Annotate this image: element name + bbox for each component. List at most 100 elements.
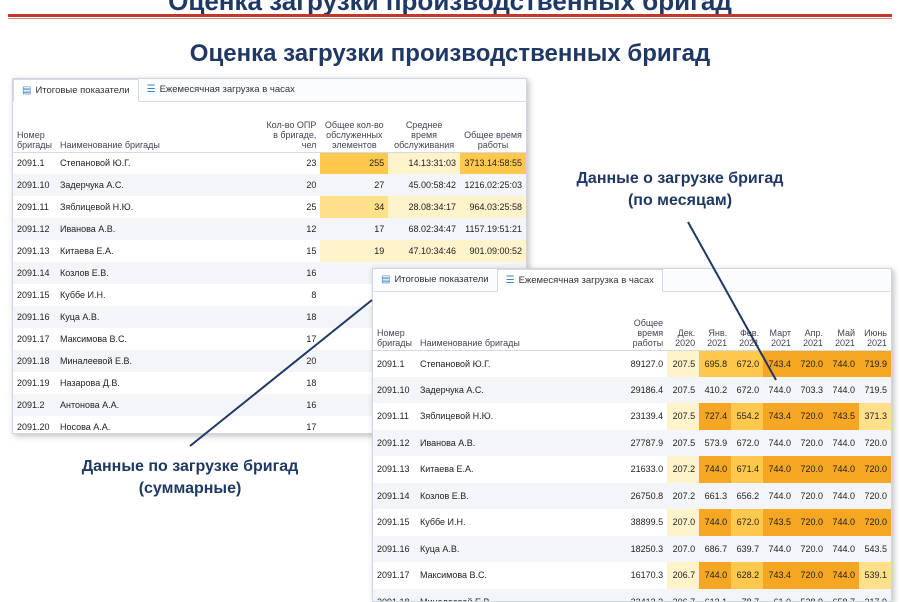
cell-name: Зяблицевой Н.Ю. bbox=[416, 403, 621, 430]
col-header-month[interactable]: Май 2021 bbox=[827, 292, 859, 350]
list-icon: ☰ bbox=[147, 84, 156, 95]
cell-month: 744.0 bbox=[763, 456, 795, 483]
cell-month: 206.7 bbox=[667, 562, 699, 589]
cell-month: 743.4 bbox=[763, 562, 795, 589]
cell-month: 744.0 bbox=[763, 483, 795, 510]
cell-id: 2091.1 bbox=[13, 152, 56, 174]
col-header-month[interactable]: Дек. 2020 bbox=[667, 292, 699, 350]
cell-id: 2091.15 bbox=[13, 284, 56, 306]
monthly-tabs: ▤ Итоговые показатели ☰ Ежемесячная загр… bbox=[373, 269, 891, 292]
col-header-name[interactable]: Наименование бригады bbox=[56, 102, 257, 152]
cell-month: 672.0 bbox=[731, 350, 763, 377]
tab-summary[interactable]: ▤ Итоговые показатели bbox=[373, 269, 497, 291]
cell-month: 720.0 bbox=[795, 483, 827, 510]
cell-name: Степановой Ю.Г. bbox=[416, 350, 621, 377]
list-icon: ☰ bbox=[506, 275, 515, 286]
cell-month: 720.0 bbox=[795, 403, 827, 430]
cell-id: 2091.2 bbox=[13, 394, 56, 416]
cell-avg: 47.10:34:46 bbox=[388, 240, 460, 262]
col-header-month[interactable]: Март 2021 bbox=[763, 292, 795, 350]
col-header-count[interactable]: Кол-во ОПР в бригаде, чел bbox=[257, 102, 320, 152]
cell-elems: 17 bbox=[320, 218, 388, 240]
cell-id: 2091.15 bbox=[373, 509, 416, 536]
cell-count: 25 bbox=[257, 196, 320, 218]
cell-month: 207.5 bbox=[667, 430, 699, 457]
cell-avg: 28.08:34:17 bbox=[388, 196, 460, 218]
col-header-total[interactable]: Общее время работы bbox=[621, 292, 667, 350]
cell-month: 410.2 bbox=[699, 377, 731, 404]
cell-month: 207.2 bbox=[667, 456, 699, 483]
cell-month: 744.0 bbox=[699, 456, 731, 483]
header-rule bbox=[8, 14, 892, 17]
cell-month: 672.0 bbox=[731, 509, 763, 536]
cell-count: 17 bbox=[257, 416, 320, 434]
cell-id: 2091.17 bbox=[13, 328, 56, 350]
cell-id: 2091.1 bbox=[373, 350, 416, 377]
col-header-month[interactable]: Апр. 2021 bbox=[795, 292, 827, 350]
cell-count: 23 bbox=[257, 152, 320, 174]
cell-month: 744.0 bbox=[827, 430, 859, 457]
cell-month: 543.5 bbox=[859, 536, 891, 563]
tab-label: Ежемесячная загрузка в часах bbox=[519, 275, 654, 286]
col-header-total[interactable]: Общее время работы bbox=[460, 102, 526, 152]
callout-summary-line1: Данные по загрузке бригад bbox=[40, 456, 340, 478]
cell-month: 207.5 bbox=[667, 377, 699, 404]
cell-month: 207.5 bbox=[667, 350, 699, 377]
col-header-elems[interactable]: Общее кол-во обслуженных элементов bbox=[320, 102, 388, 152]
cell-total: 18250.3 bbox=[621, 536, 667, 563]
header-rule-thin bbox=[8, 18, 892, 19]
tab-summary[interactable]: ▤ Итоговые показатели bbox=[13, 79, 139, 102]
summary-header-row: Номер бригады Наименование бригады Кол-в… bbox=[13, 102, 526, 152]
cell-name: Куца А.В. bbox=[56, 306, 257, 328]
cell-count: 18 bbox=[257, 372, 320, 394]
cell-name: Антонова А.А. bbox=[56, 394, 257, 416]
cell-month: 703.3 bbox=[795, 377, 827, 404]
cell-month: 573.9 bbox=[699, 430, 731, 457]
cell-total: 16170.3 bbox=[621, 562, 667, 589]
col-header-name[interactable]: Наименование бригады bbox=[416, 292, 621, 350]
cell-name: Назарова Д.В. bbox=[56, 372, 257, 394]
cell-id: 2091.19 bbox=[13, 372, 56, 394]
col-header-month[interactable]: Июнь 2021 bbox=[859, 292, 891, 350]
tab-label: Ежемесячная загрузка в часах bbox=[160, 84, 295, 95]
cell-name: Куббе И.Н. bbox=[416, 509, 621, 536]
cell-name: Куца А.В. bbox=[416, 536, 621, 563]
col-header-month[interactable]: Фев. 2021 bbox=[731, 292, 763, 350]
cell-count: 20 bbox=[257, 350, 320, 372]
cell-total: 3713.14:58:55 bbox=[460, 152, 526, 174]
cell-month: 628.2 bbox=[731, 562, 763, 589]
cell-id: 2091.11 bbox=[13, 196, 56, 218]
tab-monthly[interactable]: ☰ Ежемесячная загрузка в часах bbox=[139, 79, 303, 101]
col-header-id[interactable]: Номер бригады bbox=[373, 292, 416, 350]
col-header-id[interactable]: Номер бригады bbox=[13, 102, 56, 152]
cell-name: Степановой Ю.Г. bbox=[56, 152, 257, 174]
col-header-month[interactable]: Янв. 2021 bbox=[699, 292, 731, 350]
cell-name: Китаева Е.А. bbox=[416, 456, 621, 483]
cell-name: Китаева Е.А. bbox=[56, 240, 257, 262]
cell-elems: 255 bbox=[320, 152, 388, 174]
cell-month: 744.0 bbox=[763, 377, 795, 404]
cell-month: 671.4 bbox=[731, 456, 763, 483]
col-header-avg[interactable]: Среднее время обслуживания bbox=[388, 102, 460, 152]
cell-month: 743.5 bbox=[763, 509, 795, 536]
callout-monthly-line1: Данные о загрузке бригад bbox=[540, 168, 820, 190]
cell-count: 16 bbox=[257, 394, 320, 416]
cell-count: 20 bbox=[257, 174, 320, 196]
cell-name: Носова А.А. bbox=[56, 416, 257, 434]
tab-monthly[interactable]: ☰ Ежемесячная загрузка в часах bbox=[497, 269, 663, 292]
cell-month: 695.8 bbox=[699, 350, 731, 377]
